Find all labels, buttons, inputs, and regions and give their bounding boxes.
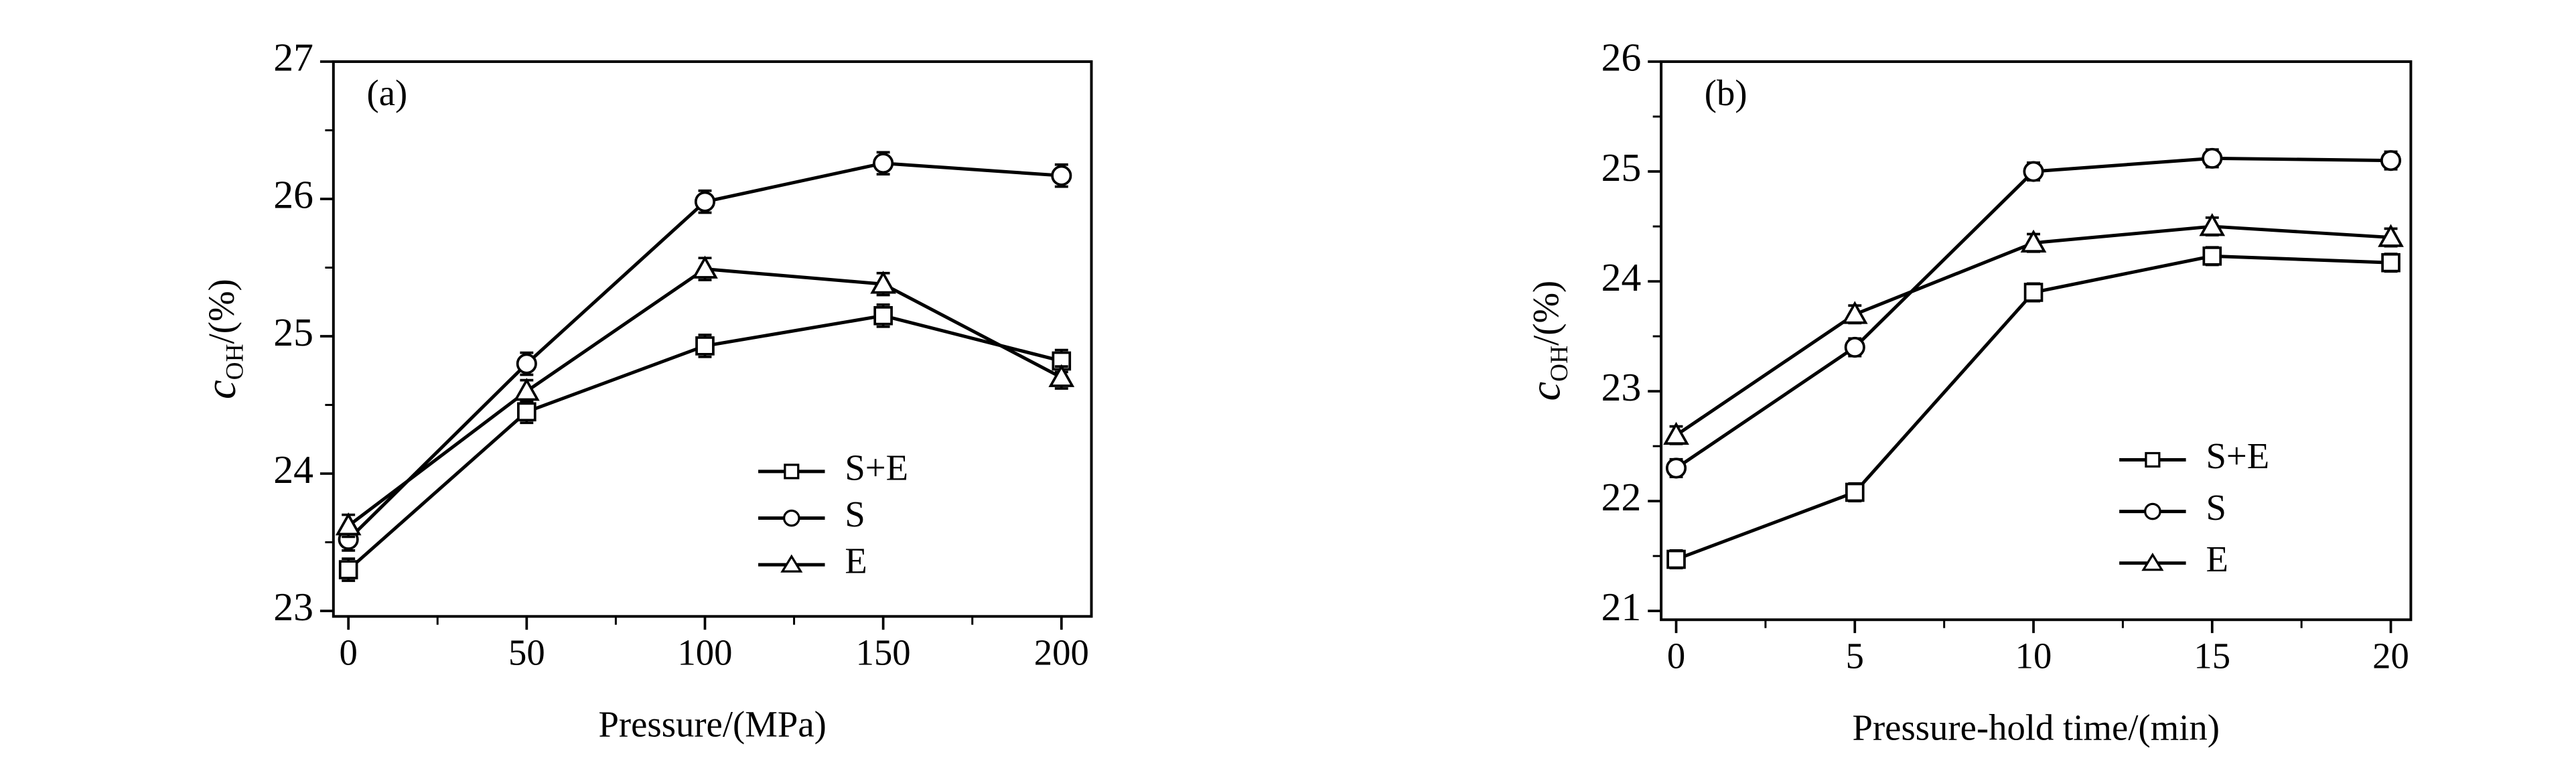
- series-line: [347, 267, 1062, 527]
- legend-label: S: [2206, 487, 2226, 528]
- marker: [694, 191, 716, 212]
- legend-marker: [2145, 451, 2161, 468]
- marker: [873, 153, 894, 174]
- y-tick-label: 23: [1601, 365, 1642, 409]
- x-axis-title: Pressure/(MPa): [598, 703, 826, 744]
- marker: [335, 512, 362, 536]
- x-tick-label: 15: [2194, 636, 2230, 677]
- marker: [2020, 229, 2047, 253]
- marker: [2202, 147, 2223, 169]
- legend-label: E: [2206, 539, 2228, 579]
- marker: [1663, 421, 1689, 445]
- y-axis-title-unit: /(%): [201, 279, 242, 344]
- panel: 0 50 100 150 200 23 24 25 26 27 (a) Pressure/(MPa) c…: [196, 35, 1093, 744]
- y-tick-label: 27: [273, 35, 313, 80]
- marker: [873, 305, 893, 326]
- y-tick-label: 22: [1601, 475, 1642, 519]
- panel-label: (b): [1705, 72, 1747, 113]
- marker: [517, 402, 536, 422]
- x-tick-label: 150: [856, 632, 911, 673]
- x-tick-label: 50: [508, 632, 545, 673]
- marker: [1666, 549, 1686, 569]
- x-tick-label: 200: [1034, 632, 1089, 673]
- x-tick-label: 0: [1667, 636, 1685, 677]
- legend-marker: [2144, 502, 2161, 520]
- legend-marker: [2141, 553, 2164, 571]
- legend-label: E: [845, 541, 867, 581]
- marker: [1048, 364, 1075, 387]
- marker: [2202, 246, 2222, 266]
- plot-frame: [332, 60, 1093, 618]
- marker: [2381, 253, 2401, 273]
- y-tick-label: 25: [1601, 145, 1642, 190]
- marker: [2023, 283, 2044, 302]
- y-axis-title-var: c: [1520, 382, 1569, 401]
- y-tick-label: 24: [1601, 255, 1642, 299]
- x-tick-label: 100: [677, 632, 732, 673]
- panel-label: (a): [367, 72, 408, 113]
- y-axis-title-sub: OH: [1545, 346, 1573, 382]
- x-axis-title: Pressure-hold time/(min): [1853, 707, 2220, 748]
- marker: [2378, 224, 2404, 247]
- panel: 0 5 10 15 20 21 22 23 24 25 26 (b) Pressure-hold tim…: [1520, 35, 2413, 748]
- y-tick-label: 26: [273, 173, 313, 217]
- legend-label: S+E: [845, 447, 908, 488]
- y-axis-title-var: c: [196, 380, 244, 399]
- marker: [695, 336, 715, 356]
- y-axis-title: cOH/(%): [1520, 281, 1573, 401]
- y-axis-title-sub: OH: [221, 344, 248, 380]
- plot-frame: [1660, 60, 2413, 622]
- marker: [692, 255, 718, 279]
- marker: [338, 560, 358, 579]
- x-tick-label: 10: [2015, 636, 2052, 677]
- x-tick-label: 0: [339, 632, 357, 673]
- marker: [2023, 161, 2044, 182]
- series-line: [1675, 156, 2391, 470]
- y-tick-label: 26: [1601, 35, 1642, 80]
- y-tick-label: 23: [273, 585, 313, 629]
- y-axis-title-unit: /(%): [1525, 281, 1566, 346]
- marker: [1845, 482, 1865, 502]
- legend-marker: [782, 509, 800, 527]
- y-tick-label: 25: [273, 310, 313, 354]
- marker: [1841, 301, 1868, 324]
- y-axis-title: cOH/(%): [196, 279, 248, 399]
- marker: [513, 378, 540, 401]
- legend-label: S+E: [2206, 435, 2269, 476]
- legend-label: S: [845, 494, 865, 535]
- y-tick-label: 21: [1601, 585, 1642, 629]
- x-tick-label: 5: [1846, 636, 1864, 677]
- marker: [1666, 457, 1687, 479]
- legend-marker: [780, 554, 803, 573]
- x-tick-label: 20: [2372, 636, 2409, 677]
- legend-marker: [784, 464, 800, 480]
- marker: [2380, 150, 2402, 171]
- marker: [1051, 165, 1072, 186]
- marker: [516, 353, 537, 374]
- marker: [1844, 336, 1865, 358]
- marker: [870, 271, 897, 294]
- y-tick-label: 24: [273, 447, 313, 492]
- marker: [2199, 213, 2226, 236]
